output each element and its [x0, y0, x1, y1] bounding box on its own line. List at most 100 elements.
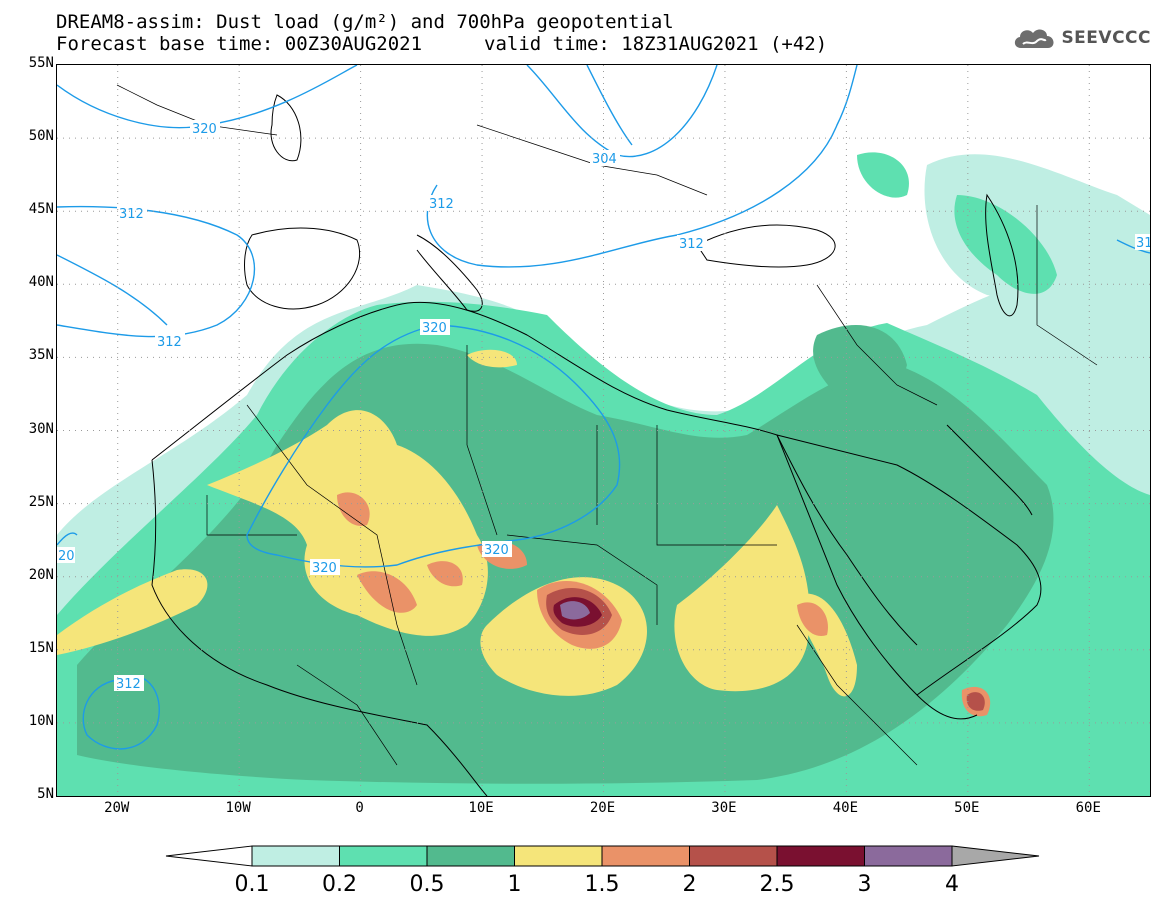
forecast-time-line: Forecast base time: 00Z30AUG2021 valid ti… — [56, 33, 827, 55]
contour-320-sahara — [246, 324, 621, 568]
contour-label-box — [590, 150, 620, 166]
lat-label: 30N — [28, 420, 54, 437]
contour-304 — [526, 65, 718, 158]
colorbar-swatch — [339, 845, 428, 867]
dust-load-map: 320 304 312 312 312 320 320 320 312 312 … — [57, 65, 1150, 796]
contour-312-centre — [426, 65, 858, 268]
contour-label-box — [1135, 234, 1150, 250]
dust-band-1-libya — [467, 349, 517, 368]
colorbar-tick-label: 0.1 — [234, 872, 270, 897]
coast-arabia — [776, 434, 1042, 696]
lat-label: 15N — [28, 639, 54, 656]
contour-label: 320 — [312, 561, 337, 576]
border-c — [506, 534, 658, 625]
contour-320-westedge — [57, 532, 78, 546]
lon-label: 0 — [355, 800, 364, 816]
contour-label-box — [117, 205, 147, 221]
coast-caspian — [985, 193, 1019, 317]
country-borders — [116, 84, 1098, 766]
contour-312-south — [82, 674, 160, 750]
lon-label: 20E — [589, 800, 616, 816]
coast-iberia — [244, 227, 361, 310]
contour-label-box — [57, 547, 75, 563]
coast-blacksea — [696, 224, 836, 268]
valid-time: valid time: 18Z31AUG2021 (+42) — [484, 33, 828, 55]
contour-label: 320 — [422, 321, 447, 336]
lat-label: 20N — [28, 566, 54, 583]
border-i — [816, 284, 938, 406]
border-a — [246, 404, 418, 686]
contour-label-box — [677, 235, 707, 251]
lat-label: 5N — [37, 786, 54, 802]
coast-africa-europe — [151, 301, 978, 720]
dust-band-0.2-n — [857, 152, 909, 198]
colorbar-swatch — [601, 845, 690, 867]
contour-320-north — [57, 65, 358, 129]
lat-label: 10N — [28, 712, 54, 729]
map-panel: 320 304 312 312 312 320 320 320 312 312 … — [56, 64, 1151, 797]
border-g — [116, 84, 278, 136]
colorbar-swatch — [776, 845, 865, 867]
contour-label-box — [420, 319, 450, 335]
colorbar-swatch — [426, 845, 515, 867]
border-k — [796, 624, 918, 766]
coast-gulf — [946, 424, 1033, 516]
dust-band-0.2-caspian — [954, 195, 1057, 294]
colorbar-over-arrow — [951, 845, 1040, 867]
border-d — [656, 425, 777, 546]
lon-label: 10W — [225, 800, 251, 816]
lat-label: 55N — [28, 55, 54, 71]
dust-band-0.5 — [77, 343, 1054, 784]
dust-shading — [57, 152, 1150, 796]
contour-label: 312 — [119, 207, 144, 222]
map-title: DREAM8-assim: Dust load (g/m²) and 700hP… — [56, 11, 674, 33]
colorbar-tick-label: 2 — [682, 872, 697, 897]
contour-label-box — [482, 541, 512, 557]
border-b — [466, 345, 498, 536]
border-f — [206, 495, 297, 536]
coast-britain — [270, 94, 302, 162]
dust-band-2-somalia — [966, 692, 985, 711]
forecast-base-time: Forecast base time: 00Z30AUG2021 — [56, 33, 423, 55]
colorbar-tick-label: 2.5 — [759, 872, 795, 897]
contour-312-left — [57, 254, 168, 326]
contour-320-greece — [586, 65, 633, 146]
border-l — [296, 664, 398, 766]
coastlines — [151, 94, 1042, 796]
dust-band-0.5-persia — [813, 325, 907, 405]
colorbar-swatch — [251, 845, 340, 867]
contour-label: 312 — [157, 335, 182, 350]
lon-label: 10E — [468, 800, 494, 816]
contour-label-box — [190, 120, 220, 136]
contour-label: 20 — [58, 549, 75, 564]
contour-312-west — [57, 205, 256, 338]
lon-label: 40E — [832, 800, 859, 816]
contour-label: 304 — [592, 152, 617, 167]
lon-label: 50E — [954, 800, 980, 816]
dust-band-1.5-a — [337, 492, 370, 526]
dust-band-3 — [560, 601, 590, 620]
colorbar-tick-label: 4 — [945, 872, 959, 897]
contour-label-box — [427, 195, 457, 211]
contour-label: 31 — [1136, 236, 1150, 251]
contour-label: 320 — [484, 543, 509, 558]
colorbar-under-arrow — [165, 845, 253, 867]
contour-label-box — [114, 675, 144, 691]
colorbar-swatch — [689, 845, 778, 867]
colorbar-tick-label: 0.5 — [409, 872, 445, 897]
lat-label: 50N — [28, 128, 54, 145]
contour-320-east — [1116, 239, 1150, 254]
dust-band-1-sahara — [207, 410, 488, 636]
lat-label: 45N — [28, 201, 54, 218]
graticule — [57, 65, 1150, 796]
logo-text: SEEVCCC — [1061, 28, 1151, 48]
seevccc-logo: SEEVCCC — [1011, 24, 1151, 52]
colorbar-tick-label: 0.2 — [322, 872, 357, 897]
dust-band-1.5-f — [797, 602, 828, 636]
contour-label: 312 — [116, 677, 141, 692]
contour-label: 320 — [192, 122, 217, 137]
colorbar-tick-label: 1 — [507, 872, 522, 897]
lat-label: 35N — [28, 347, 54, 364]
lat-label: 40N — [28, 274, 54, 291]
contour-label-box — [310, 559, 340, 575]
